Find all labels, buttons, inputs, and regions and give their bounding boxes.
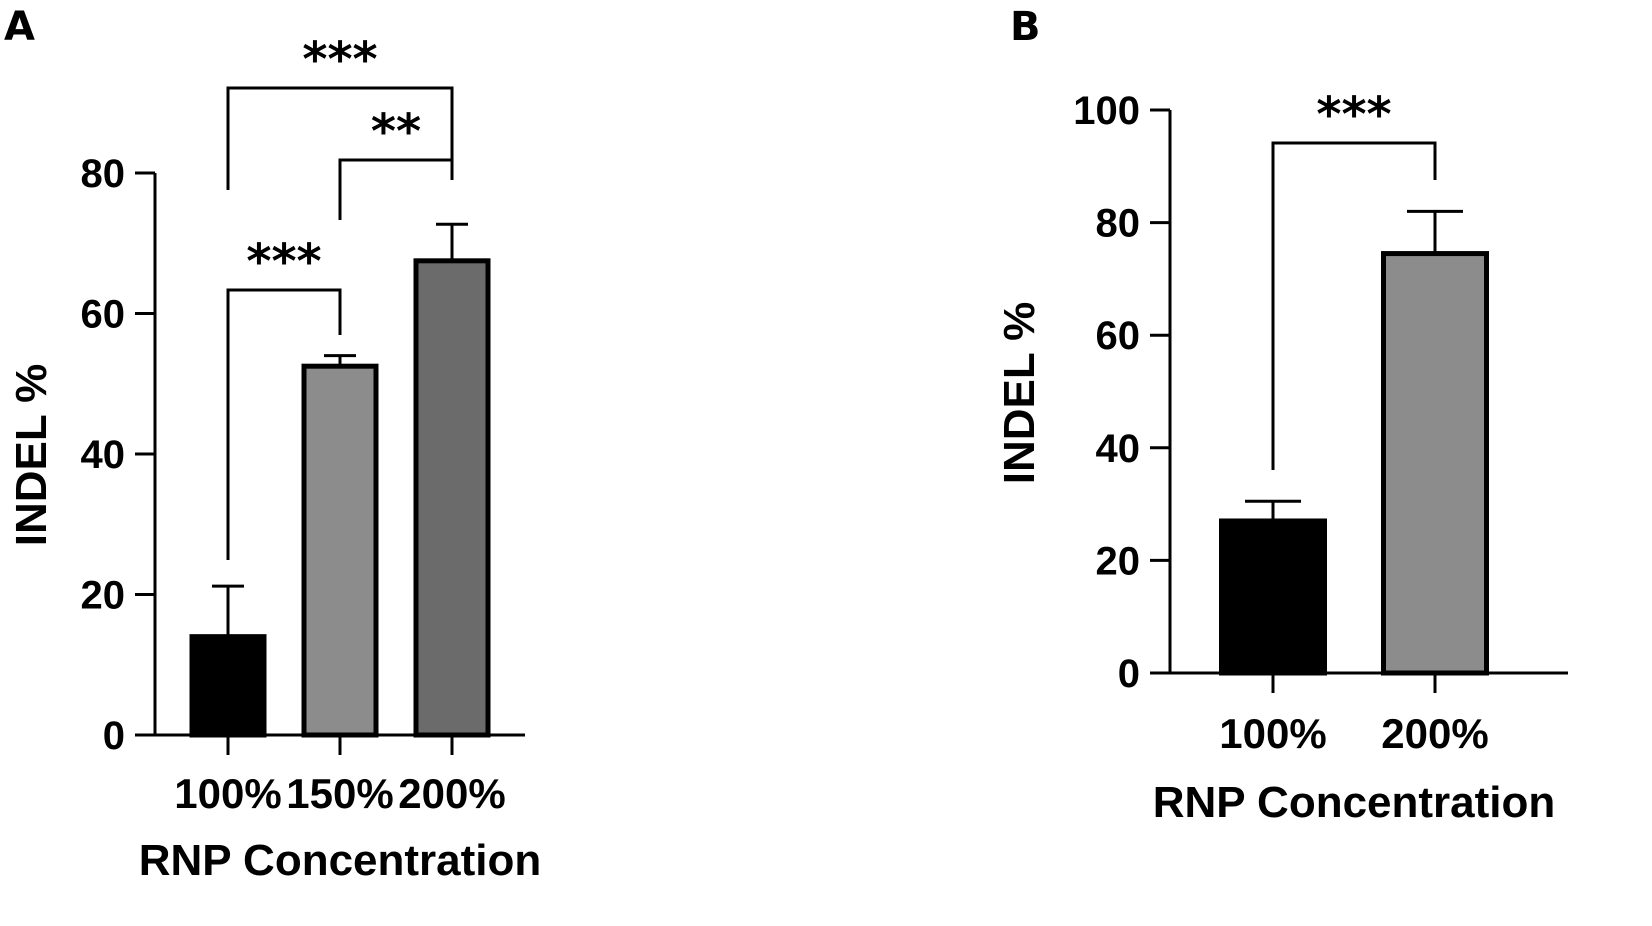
y-tick-label: 40 xyxy=(1096,427,1141,471)
bar xyxy=(413,258,491,738)
x-category-label: 100% xyxy=(1219,710,1326,757)
significance-label: *** xyxy=(302,32,377,88)
y-tick-label: 0 xyxy=(103,714,125,758)
significance-bracket xyxy=(1271,141,1437,470)
panel-b-letter: B xyxy=(1010,4,1041,50)
y-tick-label: 100 xyxy=(1073,89,1140,133)
x-category-label: 150% xyxy=(286,770,393,817)
panel-b: B 0 20 40 60 80 100 100% 200% *** INDEL % RNP Conc… xyxy=(995,4,1568,827)
significance-bracket xyxy=(226,288,342,560)
y-tick-label: 60 xyxy=(1096,314,1141,358)
y-tick-label: 80 xyxy=(1096,202,1141,246)
y-tick-label: 40 xyxy=(81,433,126,477)
x-category-label: 200% xyxy=(1381,710,1488,757)
bar xyxy=(1381,251,1489,676)
bar xyxy=(301,363,379,738)
y-tick-label: 0 xyxy=(1118,652,1140,696)
significance-bracket xyxy=(226,86,454,190)
bar xyxy=(1219,518,1327,676)
x-category-label: 100% xyxy=(174,770,281,817)
y-tick-label: 80 xyxy=(81,152,126,196)
significance-label: ** xyxy=(371,104,421,160)
x-axis-title: RNP Concentration xyxy=(139,836,542,885)
x-axis-title: RNP Concentration xyxy=(1153,778,1556,827)
y-tick-label: 60 xyxy=(81,293,126,337)
significance-label: *** xyxy=(246,234,321,290)
significance-label: *** xyxy=(1316,87,1391,143)
y-axis-title: INDEL % xyxy=(7,364,56,547)
y-tick-label: 20 xyxy=(81,574,126,618)
y-tick-label: 20 xyxy=(1096,539,1141,583)
y-axis-title: INDEL % xyxy=(995,302,1044,485)
x-category-label: 200% xyxy=(398,770,505,817)
bar xyxy=(189,634,267,738)
panel-a-letter: A xyxy=(4,4,35,50)
significance-bracket xyxy=(338,158,454,220)
